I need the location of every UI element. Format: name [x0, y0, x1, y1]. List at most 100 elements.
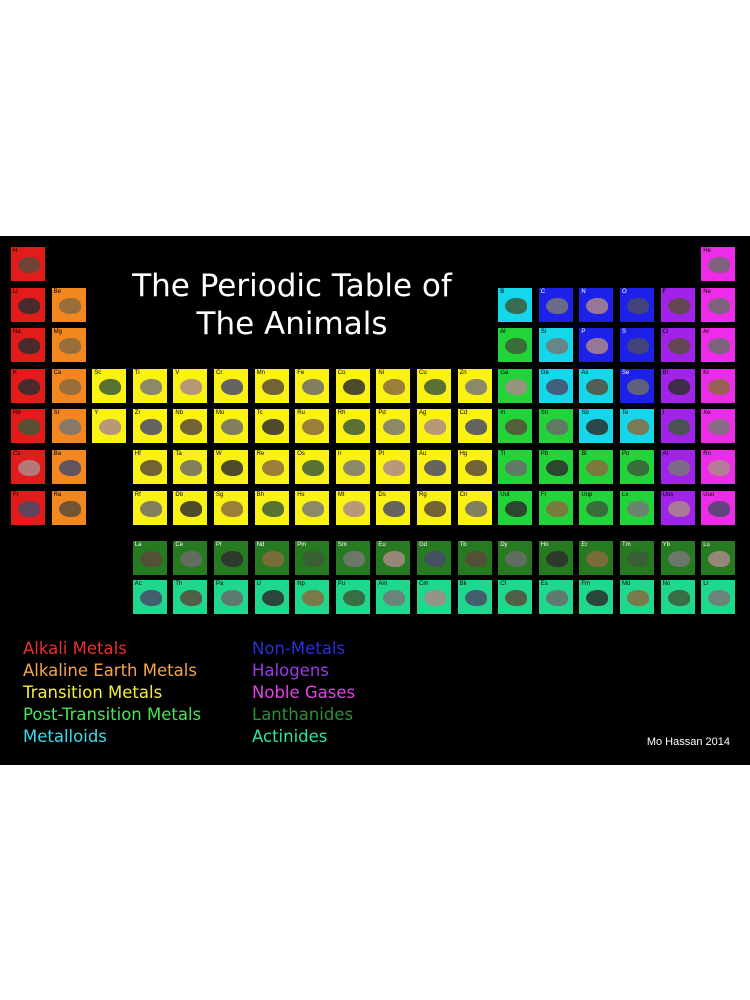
element-symbol: Ag — [419, 410, 427, 417]
element-symbol: Si — [540, 329, 547, 336]
element-cell-n: N — [579, 287, 614, 322]
element-cell-hf: Hf — [132, 450, 167, 484]
element-cell-cd: Cd — [457, 409, 492, 444]
element-cell-es: Es — [538, 580, 573, 614]
animal-illustration-icon — [505, 551, 528, 567]
element-cell-ag: Ag — [417, 409, 451, 444]
animal-illustration-icon — [261, 378, 284, 395]
animal-illustration-icon — [627, 378, 649, 395]
animal-illustration-icon — [383, 460, 406, 476]
element-symbol: Bh — [256, 491, 264, 498]
element-symbol: Fl — [540, 491, 546, 498]
element-cell-os: Os — [295, 450, 330, 484]
element-symbol: Tc — [256, 410, 263, 417]
element-cell-ir: Ir — [335, 450, 370, 484]
element-cell-mn: Mn — [254, 368, 289, 403]
element-cell-li: Li — [11, 287, 45, 322]
element-cell-ni: Ni — [376, 368, 411, 403]
element-cell-am: Am — [376, 580, 411, 614]
animal-illustration-icon — [302, 500, 325, 517]
animal-illustration-icon — [586, 338, 609, 355]
element-symbol: Db — [175, 491, 184, 498]
legend-item: Actinides — [252, 727, 328, 746]
element-symbol: Uup — [581, 491, 593, 498]
animal-illustration-icon — [464, 419, 487, 436]
element-symbol: C — [540, 288, 546, 295]
element-symbol: N — [581, 288, 586, 295]
element-symbol: Uut — [500, 491, 510, 498]
element-cell-pd: Pd — [376, 409, 411, 444]
animal-illustration-icon — [586, 551, 609, 567]
element-cell-cr: Cr — [214, 368, 248, 403]
animal-illustration-icon — [708, 419, 731, 436]
animal-illustration-icon — [464, 460, 487, 476]
element-cell-ba: Ba — [51, 450, 86, 484]
element-cell-ti: Ti — [132, 368, 167, 403]
animal-illustration-icon — [58, 460, 81, 476]
element-symbol: Pm — [297, 542, 307, 548]
element-symbol: Al — [500, 329, 506, 336]
element-cell-cu: Cu — [417, 368, 451, 403]
element-symbol: Pb — [540, 451, 549, 457]
element-symbol: Cl — [662, 329, 669, 336]
animal-illustration-icon — [139, 590, 162, 606]
element-symbol: Te — [622, 410, 629, 417]
legend-item: Non-Metals — [252, 639, 345, 658]
element-cell-cm: Cm — [417, 580, 451, 614]
animal-illustration-icon — [342, 378, 365, 395]
element-cell-v: V — [173, 368, 208, 403]
animal-illustration-icon — [342, 551, 365, 567]
element-symbol: At — [662, 451, 669, 457]
animal-illustration-icon — [545, 378, 568, 395]
element-symbol: Ca — [53, 369, 62, 376]
element-symbol: F — [662, 288, 667, 295]
element-cell-no: No — [660, 580, 695, 614]
animal-illustration-icon — [667, 590, 690, 606]
animal-illustration-icon — [545, 419, 568, 436]
animal-illustration-icon — [505, 378, 528, 395]
element-symbol: Cd — [459, 410, 468, 417]
element-cell-bh: Bh — [254, 490, 289, 525]
element-cell-pa: Pa — [214, 580, 248, 614]
animal-illustration-icon — [708, 590, 731, 606]
animal-illustration-icon — [58, 297, 81, 314]
element-symbol: Rh — [337, 410, 346, 417]
animal-illustration-icon — [708, 297, 731, 314]
element-cell-rh: Rh — [335, 409, 370, 444]
animal-illustration-icon — [180, 419, 203, 436]
element-cell-ra: Ra — [51, 490, 86, 525]
element-cell-ge: Ge — [538, 368, 573, 403]
animal-illustration-icon — [139, 378, 162, 395]
animal-illustration-icon — [302, 378, 325, 395]
element-cell-lu: Lu — [701, 541, 736, 575]
animal-illustration-icon — [302, 419, 325, 436]
element-symbol: Lv — [622, 491, 629, 498]
element-cell-te: Te — [620, 409, 654, 444]
animal-illustration-icon — [139, 460, 162, 476]
element-cell-sb: Sb — [579, 409, 614, 444]
element-cell-ar: Ar — [701, 328, 736, 363]
element-cell-tb: Tb — [457, 541, 492, 575]
animal-illustration-icon — [464, 590, 487, 606]
animal-illustration-icon — [505, 297, 528, 314]
element-cell-md: Md — [620, 580, 654, 614]
element-cell-cf: Cf — [498, 580, 533, 614]
animal-illustration-icon — [586, 378, 609, 395]
animal-illustration-icon — [667, 338, 690, 355]
element-cell-lv: Lv — [620, 490, 654, 525]
animal-illustration-icon — [18, 257, 40, 273]
element-cell-eu: Eu — [376, 541, 411, 575]
element-symbol: Re — [256, 451, 265, 457]
element-cell-y: Y — [92, 409, 127, 444]
animal-illustration-icon — [424, 460, 446, 476]
animal-illustration-icon — [99, 419, 122, 436]
element-cell-hs: Hs — [295, 490, 330, 525]
element-symbol: Ce — [175, 542, 184, 548]
animal-illustration-icon — [505, 500, 528, 517]
element-symbol: Ni — [378, 369, 385, 376]
element-cell-tm: Tm — [620, 541, 654, 575]
element-symbol: Bk — [459, 581, 467, 587]
element-cell-tl: Tl — [498, 450, 533, 484]
element-cell-sg: Sg — [214, 490, 248, 525]
element-cell-ru: Ru — [295, 409, 330, 444]
